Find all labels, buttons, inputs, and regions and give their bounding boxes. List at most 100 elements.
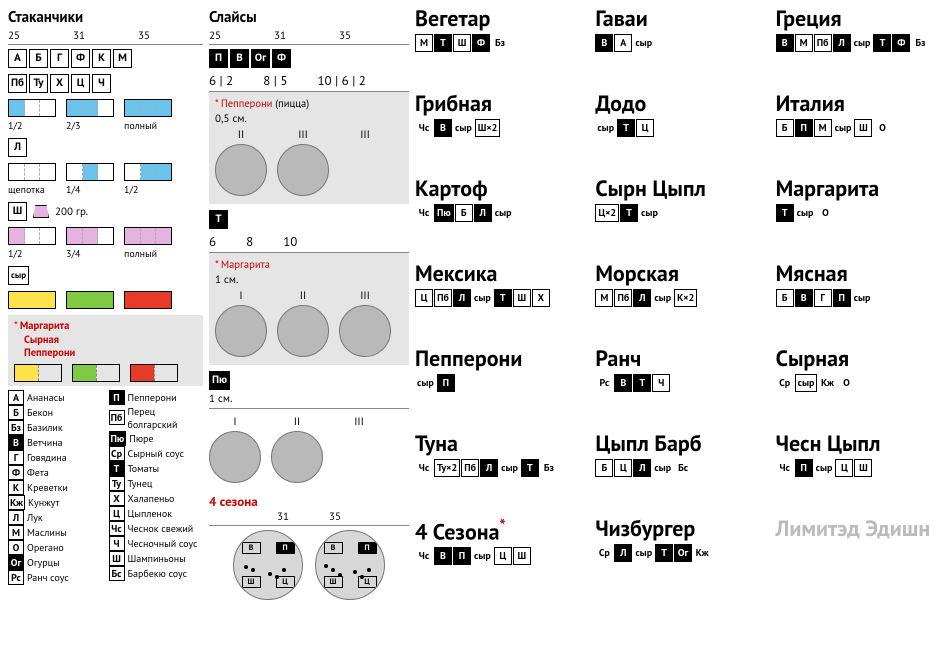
t-sizes: 6 8 10 [209, 231, 409, 253]
cups-title: Стаканчики [8, 8, 203, 27]
chip-пб: Пб [8, 74, 27, 93]
note-box: Маргарита Сырная Пепперони [8, 315, 203, 386]
slice-counts: 6 | 2 8 | 5 10 | 6 | 2 [209, 70, 409, 92]
legend-Бз: БзБазилик [8, 420, 103, 435]
fourseasons-title: 4 сезона [209, 493, 409, 510]
size-25: 25 [8, 29, 28, 43]
fourseasons-circles: В П Ш Ц В П Ш Ц [209, 530, 409, 600]
legend-Пю: ПюПюре [109, 431, 204, 446]
legend-Рс: РсРанч соус [8, 570, 103, 585]
recipe-4 Сезона: 4 Сезона*ЧсВПсырЦШ [415, 518, 577, 600]
recipe-grid: ВегетарМТШФБзГаваиВАсырГрецияВМПбЛсырТФБ… [415, 8, 938, 600]
cups-column: Стаканчики 25 31 35 АБГФКМ ПбТуХЦЧ 1/22/… [8, 8, 203, 600]
recipe-Чизбургер: ЧизбургерСрЛсырТОгКж [595, 518, 757, 600]
chip-в: В [230, 49, 249, 68]
legend-Т: ТТоматы [109, 461, 204, 476]
fs-sizes: 31 35 [209, 510, 409, 526]
cups-row2: ПбТуХЦЧ [8, 74, 203, 93]
legend-М: ММаслины [8, 525, 103, 540]
pepperoni-panel: * Пепперони (пицца) 0,5 см. IIIIIIII [209, 92, 409, 204]
chip-ог: Ог [251, 49, 270, 68]
blue-portions: 1/22/3полный [8, 99, 203, 132]
cups-sizes: 25 31 35 [8, 29, 203, 45]
legend-Ш: ШШампиньоны [109, 551, 204, 566]
legend-В: ВВетчина [8, 435, 103, 450]
legend-Ф: ФФета [8, 465, 103, 480]
color-portions [8, 291, 203, 309]
legend-Л: ЛЛук [8, 510, 103, 525]
chip-ч: Ч [92, 74, 111, 93]
legend-Ц: ЦЦыпленок [109, 506, 204, 521]
chip-t: Т [209, 210, 228, 229]
cups-row5: сыр [8, 266, 203, 285]
legend-О: ООрегано [8, 540, 103, 555]
size-35: 35 [138, 29, 158, 43]
chip-l: Л [8, 138, 27, 157]
legend-Ср: СрСырный соус [109, 446, 204, 461]
chip-г: Г [50, 49, 69, 68]
recipe-Мексика: МексикаЦПбЛсырТШХ [415, 263, 577, 342]
recipe-Маргарита: МаргаритаТсырО [776, 178, 938, 257]
legend: ААнанасыББеконБзБазиликВВетчинаГГовядина… [8, 390, 203, 585]
chip-sh: Ш [8, 202, 27, 221]
legend-Ч: ЧЧесночный соус [109, 536, 204, 551]
legend-Ог: ОгОгурцы [8, 555, 103, 570]
slices-top-chips: ПВОгФ [209, 49, 409, 68]
legend-Пб: ПбПерец болгарский [109, 405, 204, 431]
chip-м: М [113, 49, 132, 68]
cups-row3: Л [8, 138, 203, 157]
recipe-Туна: ТунаЧсТу×2ПбЛсырТБз [415, 433, 577, 512]
pu-cm: 1 см. [209, 392, 409, 406]
legend-Бс: БсБарбекю соус [109, 566, 204, 581]
purple-portions: 1/23/4полный [8, 227, 203, 260]
row3-portions: щепотка1/41/2 [8, 163, 203, 196]
size-31: 31 [73, 29, 93, 43]
legend-Б: ББекон [8, 405, 103, 420]
cups-row4: Ш 200 гр. [8, 202, 203, 221]
recipe-Грибная: ГрибнаяЧсВсырШ×2 [415, 93, 577, 172]
legend-А: ААнанасы [8, 390, 103, 405]
recipe-Чесн Цыпл: Чесн ЦыплЧсПсырЦШ [776, 433, 938, 512]
recipe-Цыпл Барб: Цыпл БарбБЦЛсырБс [595, 433, 757, 512]
chip-х: Х [50, 74, 69, 93]
recipe-Картоф: КартофЧсПюБЛсыр [415, 178, 577, 257]
chip-cheese: сыр [8, 266, 29, 285]
legend-Г: ГГовядина [8, 450, 103, 465]
recipe-Пепперони: ПепперонисырП [415, 348, 577, 427]
recipe-Сырн Цыпл: Сырн ЦыплЦ×2Тсыр [595, 178, 757, 257]
margarita-panel: * Маргарита 1 см. IIIIII [209, 253, 409, 365]
note-star: Маргарита [14, 319, 197, 333]
cup-trap-icon [33, 205, 49, 218]
recipe-Додо: ДодосырТЦ [595, 93, 757, 172]
cups-row1: АБГФКМ [8, 49, 203, 68]
recipe-Греция: ГрецияВМПбЛсырТФБз [776, 8, 938, 87]
legend-П: ППепперони [109, 390, 204, 405]
slices-sizes: 25 31 35 [209, 29, 409, 45]
chip-ф: Ф [71, 49, 90, 68]
slices-column: Слайсы 25 31 35 ПВОгФ 6 | 2 8 | 5 10 | 6… [209, 8, 409, 600]
chip-а: А [8, 49, 27, 68]
page-root: Стаканчики 25 31 35 АБГФКМ ПбТуХЦЧ 1/22/… [8, 8, 938, 600]
half-portions [14, 364, 197, 382]
recipe-Мясная: МяснаяБВГПсыр [776, 263, 938, 342]
recipe-Лимитэд Эдишн: Лимитэд Эдишн [776, 518, 938, 600]
legend-Х: ХХалапеньо [109, 491, 204, 506]
chip-pu: Пю [209, 371, 230, 390]
recipe-Италия: ИталияБПМсырШО [776, 93, 938, 172]
legend-Кж: КжКунжут [8, 495, 103, 510]
pepperoni-cm: 0,5 см. [215, 112, 403, 126]
legend-Чс: ЧсЧеснок свежий [109, 521, 204, 536]
legend-К: ККреветки [8, 480, 103, 495]
recipe-Сырная: СырнаяСрсырКжО [776, 348, 938, 427]
chip-ф: Ф [272, 49, 291, 68]
fs-circle-35: В П Ш Ц [315, 530, 385, 600]
recipe-Гаваи: ГаваиВАсыр [595, 8, 757, 87]
gram-note: 200 гр. [55, 205, 88, 219]
legend-Ту: ТуТунец [109, 476, 204, 491]
chip-к: К [92, 49, 111, 68]
chip-ту: Ту [29, 74, 48, 93]
fs-circle-31: В П Ш Ц [233, 530, 303, 600]
chip-б: Б [29, 49, 48, 68]
chip-ц: Ц [71, 74, 90, 93]
recipe-Вегетар: ВегетарМТШФБз [415, 8, 577, 87]
